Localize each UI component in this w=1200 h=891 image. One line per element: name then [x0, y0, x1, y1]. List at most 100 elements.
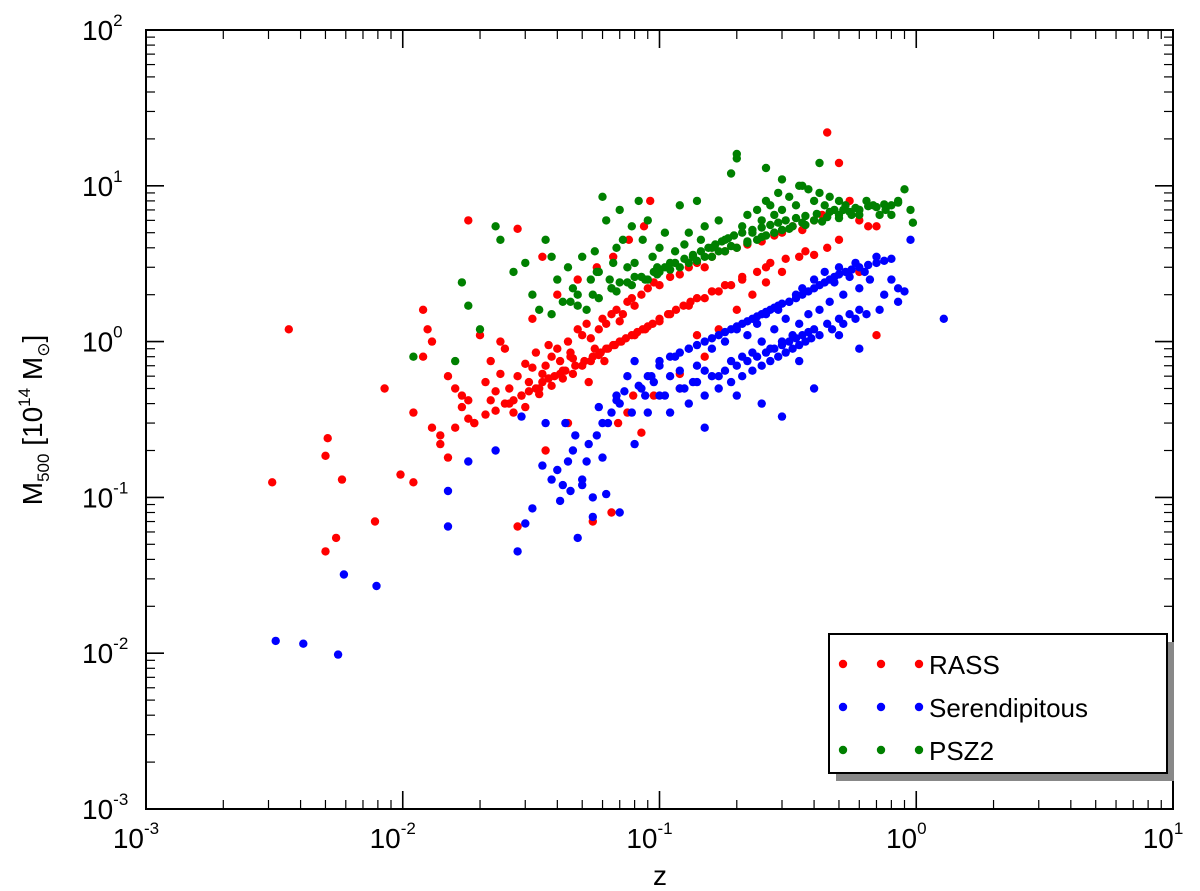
data-point — [801, 220, 810, 230]
data-point — [825, 297, 834, 306]
data-point — [732, 361, 741, 370]
data-point — [624, 235, 634, 244]
data-point — [547, 381, 556, 390]
data-point — [603, 344, 613, 353]
data-point — [804, 185, 813, 194]
data-point — [457, 402, 467, 412]
data-point — [707, 287, 717, 296]
data-point — [568, 369, 578, 379]
legend-label: PSZ2 — [929, 736, 994, 766]
data-point — [707, 334, 717, 343]
data-point — [451, 384, 460, 393]
data-point — [464, 216, 473, 225]
data-point — [791, 201, 801, 210]
data-point — [637, 290, 646, 299]
data-point — [547, 475, 556, 484]
data-point — [671, 305, 681, 314]
data-point — [720, 337, 730, 346]
data-point — [692, 196, 702, 206]
data-point — [714, 384, 723, 393]
y-axis-label-exp: 14 — [15, 388, 34, 407]
data-point — [864, 202, 873, 211]
data-point — [582, 305, 591, 314]
data-point — [612, 396, 621, 405]
data-point — [743, 356, 752, 366]
data-point — [563, 263, 573, 272]
data-point — [427, 423, 437, 432]
data-point — [823, 319, 832, 328]
data-point — [612, 287, 621, 296]
data-point — [643, 408, 652, 417]
data-point — [704, 243, 713, 252]
data-point — [521, 402, 530, 412]
data-point — [680, 240, 689, 249]
data-point — [509, 396, 518, 405]
data-point — [872, 252, 881, 261]
data-point — [785, 224, 794, 233]
data-point — [820, 201, 829, 210]
data-point — [584, 377, 593, 387]
data-point — [594, 402, 603, 412]
data-point — [647, 372, 656, 381]
data-point — [665, 372, 675, 381]
data-point — [620, 387, 629, 396]
data-point — [612, 305, 621, 314]
data-point — [887, 254, 896, 263]
data-point — [908, 218, 918, 227]
data-point — [648, 252, 657, 261]
data-point — [665, 352, 675, 361]
data-point — [418, 352, 428, 361]
data-point — [630, 439, 639, 449]
x-tick-label: 10-2 — [370, 819, 416, 854]
data-point — [528, 363, 537, 372]
data-point — [781, 254, 790, 263]
data-point — [665, 408, 675, 417]
data-point — [653, 270, 662, 279]
data-point — [720, 247, 730, 256]
data-point — [692, 294, 702, 303]
data-point — [491, 446, 500, 455]
data-point — [761, 278, 771, 287]
data-point — [588, 352, 597, 361]
data-point — [372, 581, 381, 591]
data-point — [323, 434, 332, 443]
y-axis-label-rest: [10 — [17, 407, 48, 454]
data-point — [804, 310, 813, 319]
data-point — [707, 372, 717, 381]
data-point — [766, 201, 775, 210]
data-point — [675, 348, 684, 357]
data-point — [774, 188, 783, 198]
data-point — [333, 650, 343, 659]
legend-label: RASS — [929, 650, 1000, 680]
data-point — [700, 352, 709, 361]
legend: RASS Serendipitous PSZ2 — [828, 633, 1174, 781]
data-point — [655, 281, 664, 290]
data-point — [598, 453, 607, 462]
data-point — [834, 158, 844, 168]
data-point — [855, 263, 864, 272]
data-point — [284, 325, 293, 334]
y-axis-label-unit: M — [17, 357, 48, 388]
data-point — [615, 317, 624, 326]
data-point — [717, 237, 727, 246]
legend-items: RASS Serendipitous PSZ2 — [838, 650, 1088, 766]
data-point — [573, 275, 582, 284]
data-point — [791, 213, 801, 223]
data-point — [655, 356, 664, 366]
data-point — [714, 287, 723, 296]
data-point — [700, 423, 709, 432]
legend-marker — [876, 702, 886, 712]
data-point — [524, 387, 534, 396]
data-point — [815, 188, 824, 198]
data-point — [594, 294, 603, 303]
y-tick-label: 100 — [82, 323, 123, 358]
data-point — [752, 205, 762, 215]
data-point — [321, 547, 330, 556]
data-point — [464, 414, 473, 423]
data-point — [615, 205, 624, 215]
data-point — [618, 310, 628, 319]
data-point — [541, 446, 550, 455]
data-point — [761, 348, 771, 357]
data-point — [594, 325, 603, 334]
